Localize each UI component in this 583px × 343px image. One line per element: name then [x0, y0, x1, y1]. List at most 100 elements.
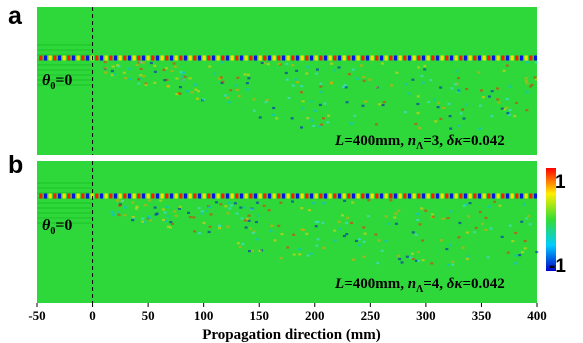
- field-speckle: [345, 222, 349, 225]
- field-speckle: [496, 98, 500, 101]
- field-speckle: [459, 112, 463, 115]
- field-speckle: [298, 248, 302, 251]
- field-speckle: [395, 71, 399, 74]
- beam-mark: [221, 55, 225, 61]
- field-speckle: [153, 81, 157, 84]
- input-band: [37, 74, 93, 76]
- field-speckle: [193, 83, 197, 86]
- field-speckle: [525, 61, 529, 64]
- field-speckle: [153, 206, 157, 209]
- x-tick-label: 50: [142, 308, 155, 323]
- field-speckle: [306, 65, 310, 68]
- field-speckle: [535, 250, 539, 254]
- field-speckle: [411, 252, 415, 255]
- field-speckle: [417, 259, 421, 262]
- field-speckle: [219, 76, 223, 79]
- field-speckle: [449, 127, 453, 130]
- field-speckle: [417, 66, 421, 69]
- beam-mark: [99, 55, 104, 61]
- field-speckle: [291, 84, 295, 87]
- beam-mark: [300, 193, 304, 199]
- field-speckle: [220, 61, 224, 64]
- field-speckle: [273, 239, 277, 242]
- field-speckle: [271, 113, 275, 117]
- field-speckle: [514, 254, 518, 257]
- field-speckle: [421, 81, 425, 84]
- field-speckle: [384, 215, 388, 218]
- beam-mark: [179, 55, 183, 61]
- field-speckle: [500, 107, 504, 110]
- field-speckle: [260, 61, 264, 65]
- beam-mark: [99, 193, 104, 199]
- field-speckle: [178, 92, 182, 95]
- field-speckle: [246, 73, 250, 76]
- field-speckle: [424, 209, 428, 212]
- field-speckle: [227, 101, 231, 104]
- input-band: [37, 207, 93, 209]
- beam-mark: [71, 193, 76, 199]
- field-speckle: [168, 226, 172, 229]
- field-speckle: [414, 233, 418, 236]
- field-speckle: [257, 214, 261, 217]
- colorbar-max-label: 1: [555, 172, 566, 193]
- field-speckle: [250, 208, 254, 211]
- field-speckle: [319, 82, 323, 85]
- field-speckle: [350, 221, 354, 225]
- beam-mark: [57, 55, 62, 61]
- x-tick-label: -50: [28, 308, 45, 323]
- field-speckle: [337, 66, 341, 69]
- field-speckle: [221, 80, 225, 83]
- beam-mark: [533, 55, 538, 61]
- field-speckle: [411, 257, 415, 261]
- field-speckle: [300, 207, 304, 210]
- beam-mark: [501, 55, 505, 61]
- beam-mark: [253, 193, 258, 199]
- beam-mark: [384, 193, 388, 199]
- field-speckle: [462, 204, 466, 207]
- field-speckle: [240, 217, 244, 220]
- field-speckle: [451, 260, 455, 263]
- field-speckle: [374, 123, 378, 126]
- field-speckle: [333, 69, 337, 72]
- field-speckle: [164, 67, 168, 70]
- x-axis-label: Propagation direction (mm): [202, 327, 381, 343]
- field-speckle: [137, 78, 141, 81]
- field-speckle: [111, 213, 115, 216]
- field-speckle: [252, 230, 256, 233]
- field-speckle: [245, 82, 249, 85]
- input-band: [37, 79, 93, 81]
- field-speckle: [314, 225, 318, 228]
- field-speckle: [205, 209, 209, 212]
- field-speckle: [520, 220, 524, 223]
- beam-mark: [510, 193, 514, 199]
- beam-mark: [440, 55, 444, 61]
- field-speckle: [137, 82, 141, 85]
- field-speckle: [465, 87, 469, 91]
- field-speckle: [202, 221, 206, 225]
- field-speckle: [159, 199, 163, 202]
- field-speckle: [409, 256, 413, 259]
- field-speckle: [287, 96, 291, 100]
- beam-mark: [244, 55, 248, 61]
- field-speckle: [468, 202, 472, 205]
- field-speckle: [353, 114, 357, 117]
- field-speckle: [362, 255, 366, 258]
- field-speckle: [306, 117, 310, 120]
- field-speckle: [394, 212, 398, 215]
- field-speckle: [117, 65, 121, 68]
- field-speckle: [496, 87, 500, 90]
- field-speckle: [314, 221, 318, 224]
- field-speckle: [441, 217, 445, 220]
- field-speckle: [291, 64, 295, 67]
- field-speckle: [446, 216, 450, 220]
- beam-mark: [230, 55, 234, 61]
- field-speckle: [292, 253, 296, 256]
- beam-mark: [71, 55, 76, 61]
- field-speckle: [194, 88, 198, 91]
- field-speckle: [110, 210, 114, 214]
- field-speckle: [132, 217, 136, 220]
- beam-mark: [314, 55, 318, 61]
- field-speckle: [487, 95, 491, 98]
- beam-mark: [127, 55, 132, 61]
- beam-mark: [57, 193, 62, 199]
